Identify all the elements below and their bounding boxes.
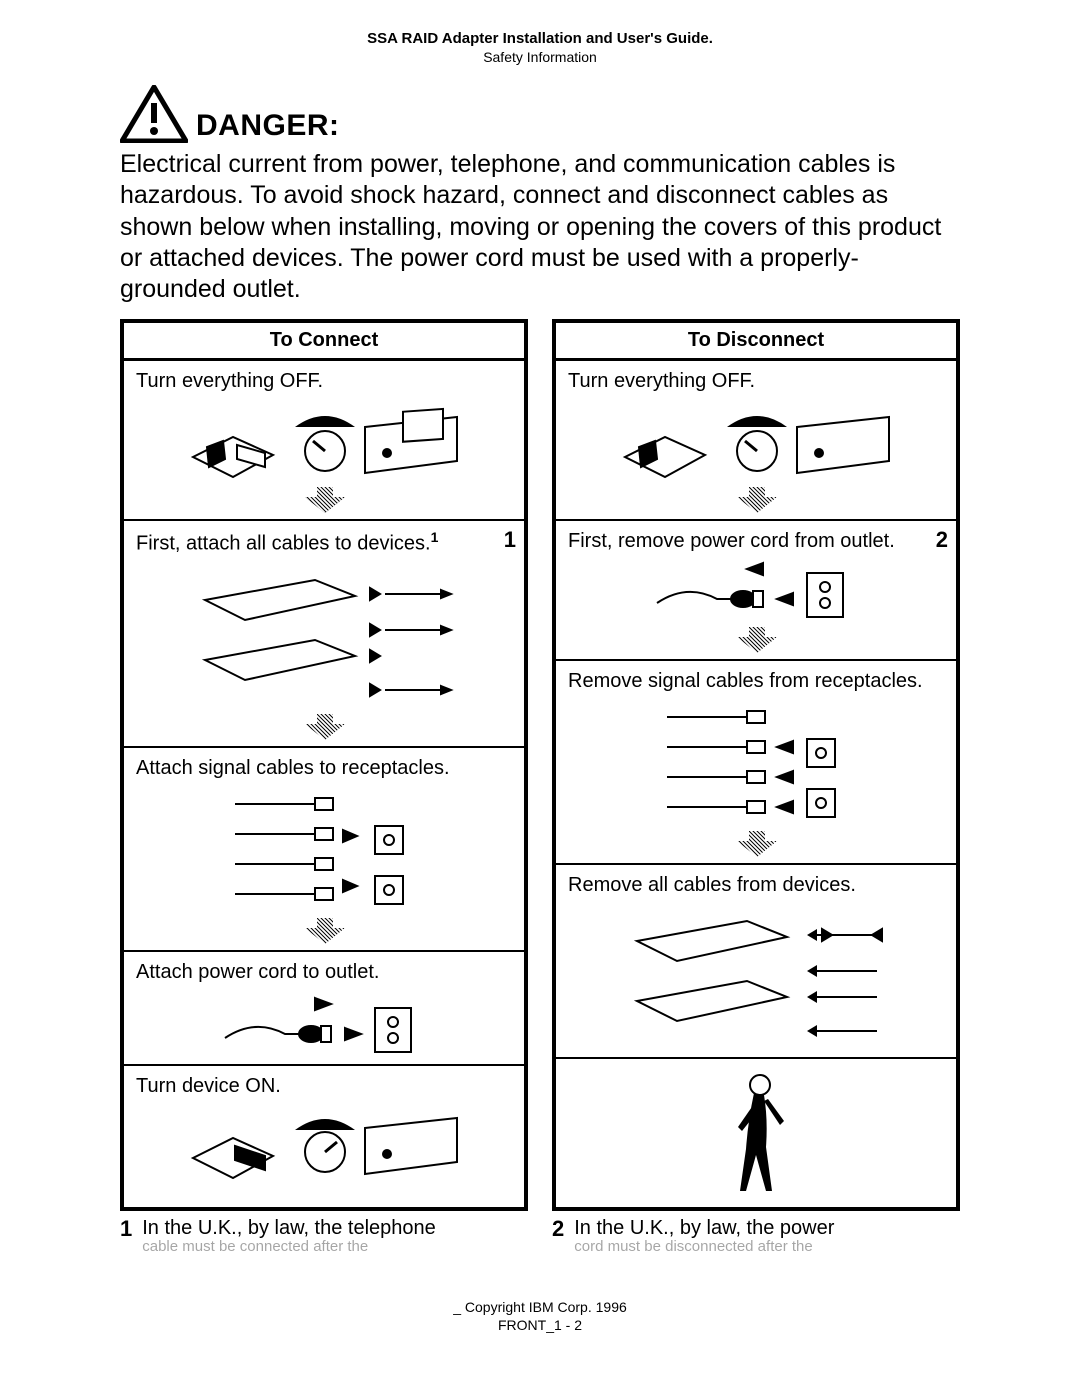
disconnect-title: To Disconnect xyxy=(556,323,956,361)
danger-text: Electrical current from power, telephone… xyxy=(120,149,960,305)
step-text: Remove signal cables from receptacles. xyxy=(568,669,946,693)
danger-label: DANGER: xyxy=(196,109,340,143)
step-text: Turn everything OFF. xyxy=(568,369,946,393)
switches-on-illustration xyxy=(136,1098,514,1186)
switches-off-illustration xyxy=(568,393,946,485)
footnote-number: 1 xyxy=(120,1217,132,1256)
connect-step-2: 1 First, attach all cables to devices.1 xyxy=(124,521,524,748)
step-text: First, attach all cables to devices.1 xyxy=(136,529,514,556)
connect-step-3: Attach signal cables to receptacles. xyxy=(124,748,524,952)
step-text: Attach power cord to outlet. xyxy=(136,960,514,984)
remove-signal-cables-illustration xyxy=(568,693,946,829)
down-arrow-icon xyxy=(568,485,946,515)
down-arrow-icon xyxy=(568,625,946,655)
connect-step-4: Attach power cord to outlet. xyxy=(124,952,524,1066)
danger-heading: DANGER: xyxy=(120,85,960,143)
footnote-cut: cable must be connected after the xyxy=(142,1239,436,1256)
warning-triangle-icon xyxy=(120,85,188,143)
doc-title: SSA RAID Adapter Installation and User's… xyxy=(120,30,960,47)
disconnect-step-4: Remove all cables from devices. xyxy=(556,865,956,1059)
remove-power-cord-illustration xyxy=(568,553,946,625)
step-badge: 1 xyxy=(504,527,516,553)
connect-step-1: Turn everything OFF. xyxy=(124,361,524,521)
power-cord-illustration xyxy=(136,984,514,1060)
footnote-cut: cord must be disconnected after the xyxy=(574,1239,834,1256)
step-badge: 2 xyxy=(936,527,948,553)
switches-off-illustration xyxy=(136,393,514,485)
page-number: FRONT_1 - 2 xyxy=(120,1316,960,1334)
cables-to-devices-illustration xyxy=(136,556,514,712)
down-arrow-icon xyxy=(136,916,514,946)
instruction-columns: To Connect Turn everything OFF. xyxy=(120,319,960,1211)
step-text: First, remove power cord from outlet. xyxy=(568,529,946,553)
person-walking-illustration xyxy=(568,1067,946,1203)
footnote-2: 2 In the U.K., by law, the power cord mu… xyxy=(552,1217,960,1256)
disconnect-step-5 xyxy=(556,1059,956,1207)
step-text: Turn device ON. xyxy=(136,1074,514,1098)
remove-cables-devices-illustration xyxy=(568,897,946,1053)
step-text: Attach signal cables to receptacles. xyxy=(136,756,514,780)
down-arrow-icon xyxy=(136,485,514,515)
disconnect-step-3: Remove signal cables from receptacles. xyxy=(556,661,956,865)
footnote-text: In the U.K., by law, the power xyxy=(574,1217,834,1239)
doc-subtitle: Safety Information xyxy=(120,49,960,65)
connect-step-5: Turn device ON. xyxy=(124,1066,524,1190)
down-arrow-icon xyxy=(568,829,946,859)
step-text: Remove all cables from devices. xyxy=(568,873,946,897)
footnote-1: 1 In the U.K., by law, the telephone cab… xyxy=(120,1217,528,1256)
step-text: Turn everything OFF. xyxy=(136,369,514,393)
copyright-line: _ Copyright IBM Corp. 1996 xyxy=(120,1298,960,1316)
footnote-text: In the U.K., by law, the telephone xyxy=(142,1217,436,1239)
signal-cables-illustration xyxy=(136,780,514,916)
footnote-number: 2 xyxy=(552,1217,564,1256)
page-header: SSA RAID Adapter Installation and User's… xyxy=(120,30,960,65)
disconnect-step-1: Turn everything OFF. xyxy=(556,361,956,521)
disconnect-step-2: 2 First, remove power cord from outlet. xyxy=(556,521,956,661)
connect-column: To Connect Turn everything OFF. xyxy=(120,319,528,1211)
down-arrow-icon xyxy=(136,712,514,742)
page-footer: _ Copyright IBM Corp. 1996 FRONT_1 - 2 xyxy=(120,1298,960,1334)
disconnect-column: To Disconnect Turn everything OFF. xyxy=(552,319,960,1211)
connect-title: To Connect xyxy=(124,323,524,361)
footnotes: 1 In the U.K., by law, the telephone cab… xyxy=(120,1217,960,1256)
